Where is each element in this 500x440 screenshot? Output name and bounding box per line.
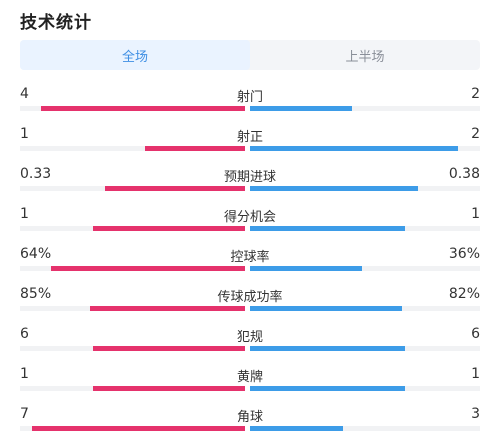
away-bar: [250, 426, 343, 431]
stat-name: 射门: [236, 90, 263, 105]
away-value: 1: [471, 366, 480, 382]
home-bar: [145, 146, 245, 151]
away-value: 2: [471, 86, 480, 102]
stat-name: 得分机会: [223, 210, 276, 225]
stat-name: 犯规: [236, 330, 263, 345]
away-value: 0.38: [448, 166, 480, 182]
away-bar: [250, 106, 352, 111]
stat-name: 控球率: [230, 250, 270, 265]
away-value: 1: [471, 206, 480, 222]
away-value: 82%: [448, 286, 480, 302]
home-bar: [51, 266, 245, 271]
home-bar: [93, 346, 245, 351]
home-bar: [90, 306, 245, 311]
stat-name: 角球: [236, 410, 263, 425]
home-value: 0.33: [20, 166, 52, 182]
away-track: [250, 426, 480, 431]
away-bar: [250, 386, 405, 391]
home-bar: [93, 226, 245, 231]
away-bar: [250, 146, 458, 151]
home-value: 4: [20, 86, 29, 102]
home-value: 1: [20, 366, 29, 382]
away-bar: [250, 186, 418, 191]
stat-row: 64% 控球率 36%: [20, 246, 480, 280]
home-bar: [105, 186, 245, 191]
away-value: 2: [471, 126, 480, 142]
stat-row: 1 射正 2: [20, 126, 480, 160]
home-bar: [32, 426, 245, 431]
stat-row: 4 射门 2: [20, 86, 480, 120]
period-tabs: 全场 上半场: [20, 40, 480, 70]
away-bar: [250, 226, 405, 231]
away-value: 6: [471, 326, 480, 342]
home-value: 85%: [20, 286, 52, 302]
home-value: 7: [20, 406, 29, 422]
away-value: 36%: [448, 246, 480, 262]
stat-name: 射正: [236, 130, 263, 145]
stat-row: 85% 传球成功率 82%: [20, 286, 480, 320]
home-value: 1: [20, 206, 29, 222]
tab-first-half[interactable]: 上半场: [345, 49, 385, 65]
stat-row: 0.33 预期进球 0.38: [20, 166, 480, 200]
home-bar: [41, 106, 245, 111]
home-bar: [93, 386, 245, 391]
home-value: 6: [20, 326, 29, 342]
away-bar: [250, 266, 362, 271]
away-track: [250, 266, 480, 271]
stat-row: 1 得分机会 1: [20, 206, 480, 240]
stat-name: 黄牌: [236, 370, 263, 385]
away-bar: [250, 306, 402, 311]
stat-row: 6 犯规 6: [20, 326, 480, 360]
away-track: [250, 106, 480, 111]
tab-full-match[interactable]: 全场: [20, 40, 250, 70]
stat-row: 1 黄牌 1: [20, 366, 480, 400]
away-value: 3: [471, 406, 480, 422]
away-bar: [250, 346, 405, 351]
stat-name: 预期进球: [223, 170, 276, 185]
home-value: 64%: [20, 246, 52, 262]
stat-name: 传球成功率: [217, 290, 283, 305]
home-value: 1: [20, 126, 29, 142]
home-track: [20, 146, 245, 151]
stat-row: 7 角球 3: [20, 406, 480, 440]
page-title: 技术统计: [20, 13, 92, 33]
